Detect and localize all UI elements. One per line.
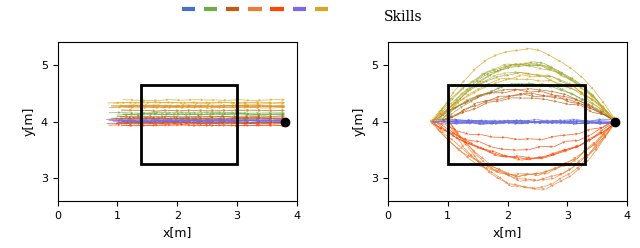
Bar xyxy=(448,85,586,164)
Text: Skills: Skills xyxy=(384,10,422,24)
X-axis label: x[m]: x[m] xyxy=(493,226,522,239)
Y-axis label: y[m]: y[m] xyxy=(22,107,35,136)
X-axis label: x[m]: x[m] xyxy=(163,226,192,239)
Y-axis label: y[m]: y[m] xyxy=(353,107,365,136)
Legend: , , , , , , : , , , , , , xyxy=(177,0,335,20)
Bar xyxy=(141,85,237,164)
